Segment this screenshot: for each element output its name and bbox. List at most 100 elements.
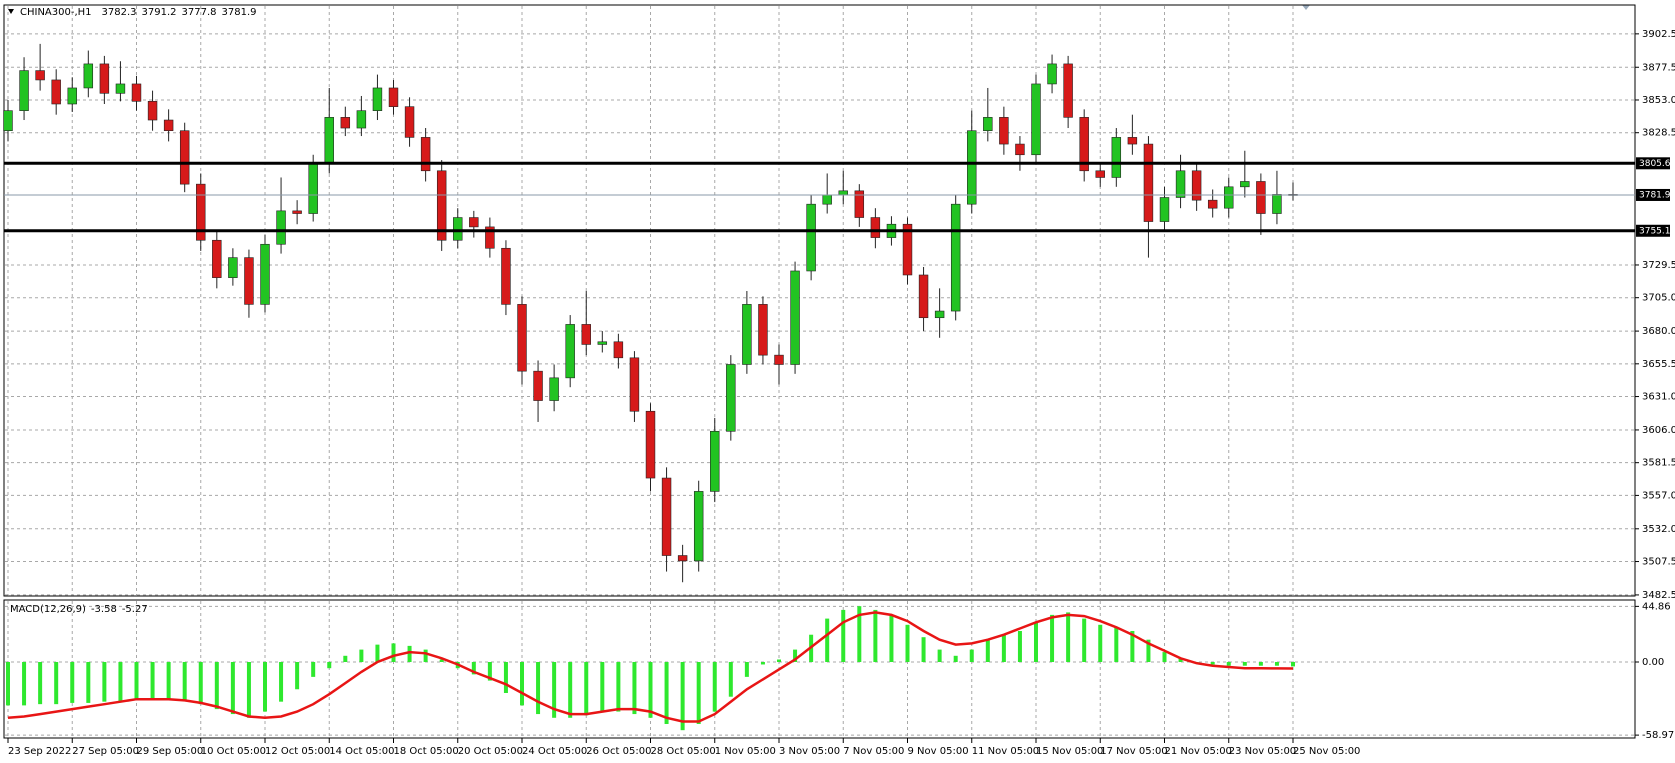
y-tick-label: 3606.0 xyxy=(1642,425,1675,436)
y-tick-label: 3507.5 xyxy=(1642,557,1675,568)
histogram-bar xyxy=(1291,661,1295,667)
histogram-bar xyxy=(134,661,139,701)
y-tick-label: 3902.5 xyxy=(1642,29,1675,40)
candle-body xyxy=(356,110,367,129)
histogram-bar xyxy=(38,661,43,705)
histogram-bar xyxy=(327,661,332,669)
histogram-bar xyxy=(696,661,701,724)
histogram-bar xyxy=(825,618,830,662)
histogram-bar xyxy=(969,649,974,662)
y-tick-label: -58.97 xyxy=(1642,730,1674,741)
candle-body xyxy=(934,310,945,319)
candle-body xyxy=(179,130,190,185)
x-tick-label: 12 Oct 05:00 xyxy=(265,746,330,757)
histogram-bar xyxy=(1178,658,1183,662)
histogram-bar xyxy=(102,661,107,702)
histogram-bar xyxy=(841,609,846,662)
histogram-bar xyxy=(1017,630,1022,662)
histogram-bar xyxy=(552,661,557,718)
candle-body xyxy=(340,117,351,129)
histogram-bar xyxy=(777,659,781,662)
candle-body xyxy=(645,410,656,479)
indicator-value: -3.58 xyxy=(91,604,117,615)
candle-body xyxy=(324,117,334,165)
candle-body xyxy=(758,304,768,356)
candle-body xyxy=(1047,63,1057,85)
histogram-bar xyxy=(1050,614,1055,662)
candle-body xyxy=(404,106,415,138)
candle-body xyxy=(1224,186,1234,209)
candle-body xyxy=(726,364,736,432)
candle-body xyxy=(517,304,527,372)
histogram-bar xyxy=(648,661,653,718)
candle-body xyxy=(372,87,383,111)
ohlc-value: 3777.8 xyxy=(182,7,217,18)
x-tick-label: 26 Oct 05:00 xyxy=(586,746,651,757)
candle-body xyxy=(597,341,608,345)
price-tag: 3805.6 xyxy=(1639,159,1671,169)
candle-body xyxy=(950,203,961,312)
candle-body xyxy=(35,70,45,81)
candle-body xyxy=(629,357,640,412)
histogram-bar xyxy=(439,659,444,662)
x-tick-label: 7 Nov 05:00 xyxy=(843,746,904,757)
histogram-bar xyxy=(166,661,171,700)
candle-body xyxy=(1143,143,1154,222)
histogram-bar xyxy=(712,661,717,712)
histogram-bar xyxy=(1242,661,1247,666)
histogram-bar xyxy=(1210,661,1215,665)
histogram-bar xyxy=(182,661,187,701)
indicator-title: MACD(12,26,9) xyxy=(10,604,86,615)
x-tick-label: 27 Sep 05:00 xyxy=(72,746,139,757)
histogram-bar xyxy=(359,649,364,662)
candle-body xyxy=(420,137,431,172)
histogram-bar xyxy=(744,661,749,677)
histogram-bar xyxy=(1034,622,1038,662)
candle-body xyxy=(51,79,61,105)
histogram-bar xyxy=(118,661,123,702)
candle-body xyxy=(1127,137,1138,145)
histogram-bar xyxy=(1066,612,1071,662)
candle-body xyxy=(790,270,800,365)
candle-body xyxy=(501,247,511,305)
x-tick-label: 28 Oct 05:00 xyxy=(651,746,716,757)
signal-line xyxy=(7,611,1294,723)
candle-body xyxy=(533,370,543,401)
candle-body xyxy=(613,341,624,359)
candle-body xyxy=(212,239,222,278)
histogram-bar xyxy=(1114,627,1119,662)
candle-body xyxy=(581,324,591,345)
x-tick-label: 9 Nov 05:00 xyxy=(908,746,969,757)
histogram-bar xyxy=(921,637,926,662)
x-tick-label: 23 Sep 2022 xyxy=(8,746,71,757)
candle-body xyxy=(1256,181,1266,214)
y-tick-label: 3631.0 xyxy=(1642,392,1675,403)
y-tick-label: 3655.5 xyxy=(1642,359,1675,370)
histogram-bar xyxy=(230,661,235,715)
histogram-bar xyxy=(503,661,508,693)
histogram-bar xyxy=(311,661,316,677)
candle-body xyxy=(677,555,688,562)
x-tick-label: 11 Nov 05:00 xyxy=(972,746,1039,757)
candle-body xyxy=(469,217,479,228)
candle-body xyxy=(388,87,399,107)
histogram-bar xyxy=(1146,639,1151,662)
candle-body xyxy=(710,430,720,492)
histogram-bar xyxy=(1226,661,1231,666)
candle-body xyxy=(1031,83,1041,156)
indicator-value: -5.27 xyxy=(122,604,148,615)
x-tick-label: 21 Nov 05:00 xyxy=(1165,746,1232,757)
candle-body xyxy=(1095,170,1105,178)
candle-body xyxy=(1191,170,1202,201)
candle-body xyxy=(549,377,559,401)
x-tick-label: 14 Oct 05:00 xyxy=(329,746,394,757)
y-tick-label: 3828.5 xyxy=(1642,128,1675,139)
histogram-bar xyxy=(1082,618,1087,662)
candle-body xyxy=(999,117,1009,145)
histogram-bar xyxy=(246,661,251,718)
histogram-bar xyxy=(471,661,476,675)
x-tick-label: 3 Nov 05:00 xyxy=(779,746,840,757)
histogram-bar xyxy=(520,661,524,706)
x-tick-label: 25 Nov 05:00 xyxy=(1293,746,1360,757)
